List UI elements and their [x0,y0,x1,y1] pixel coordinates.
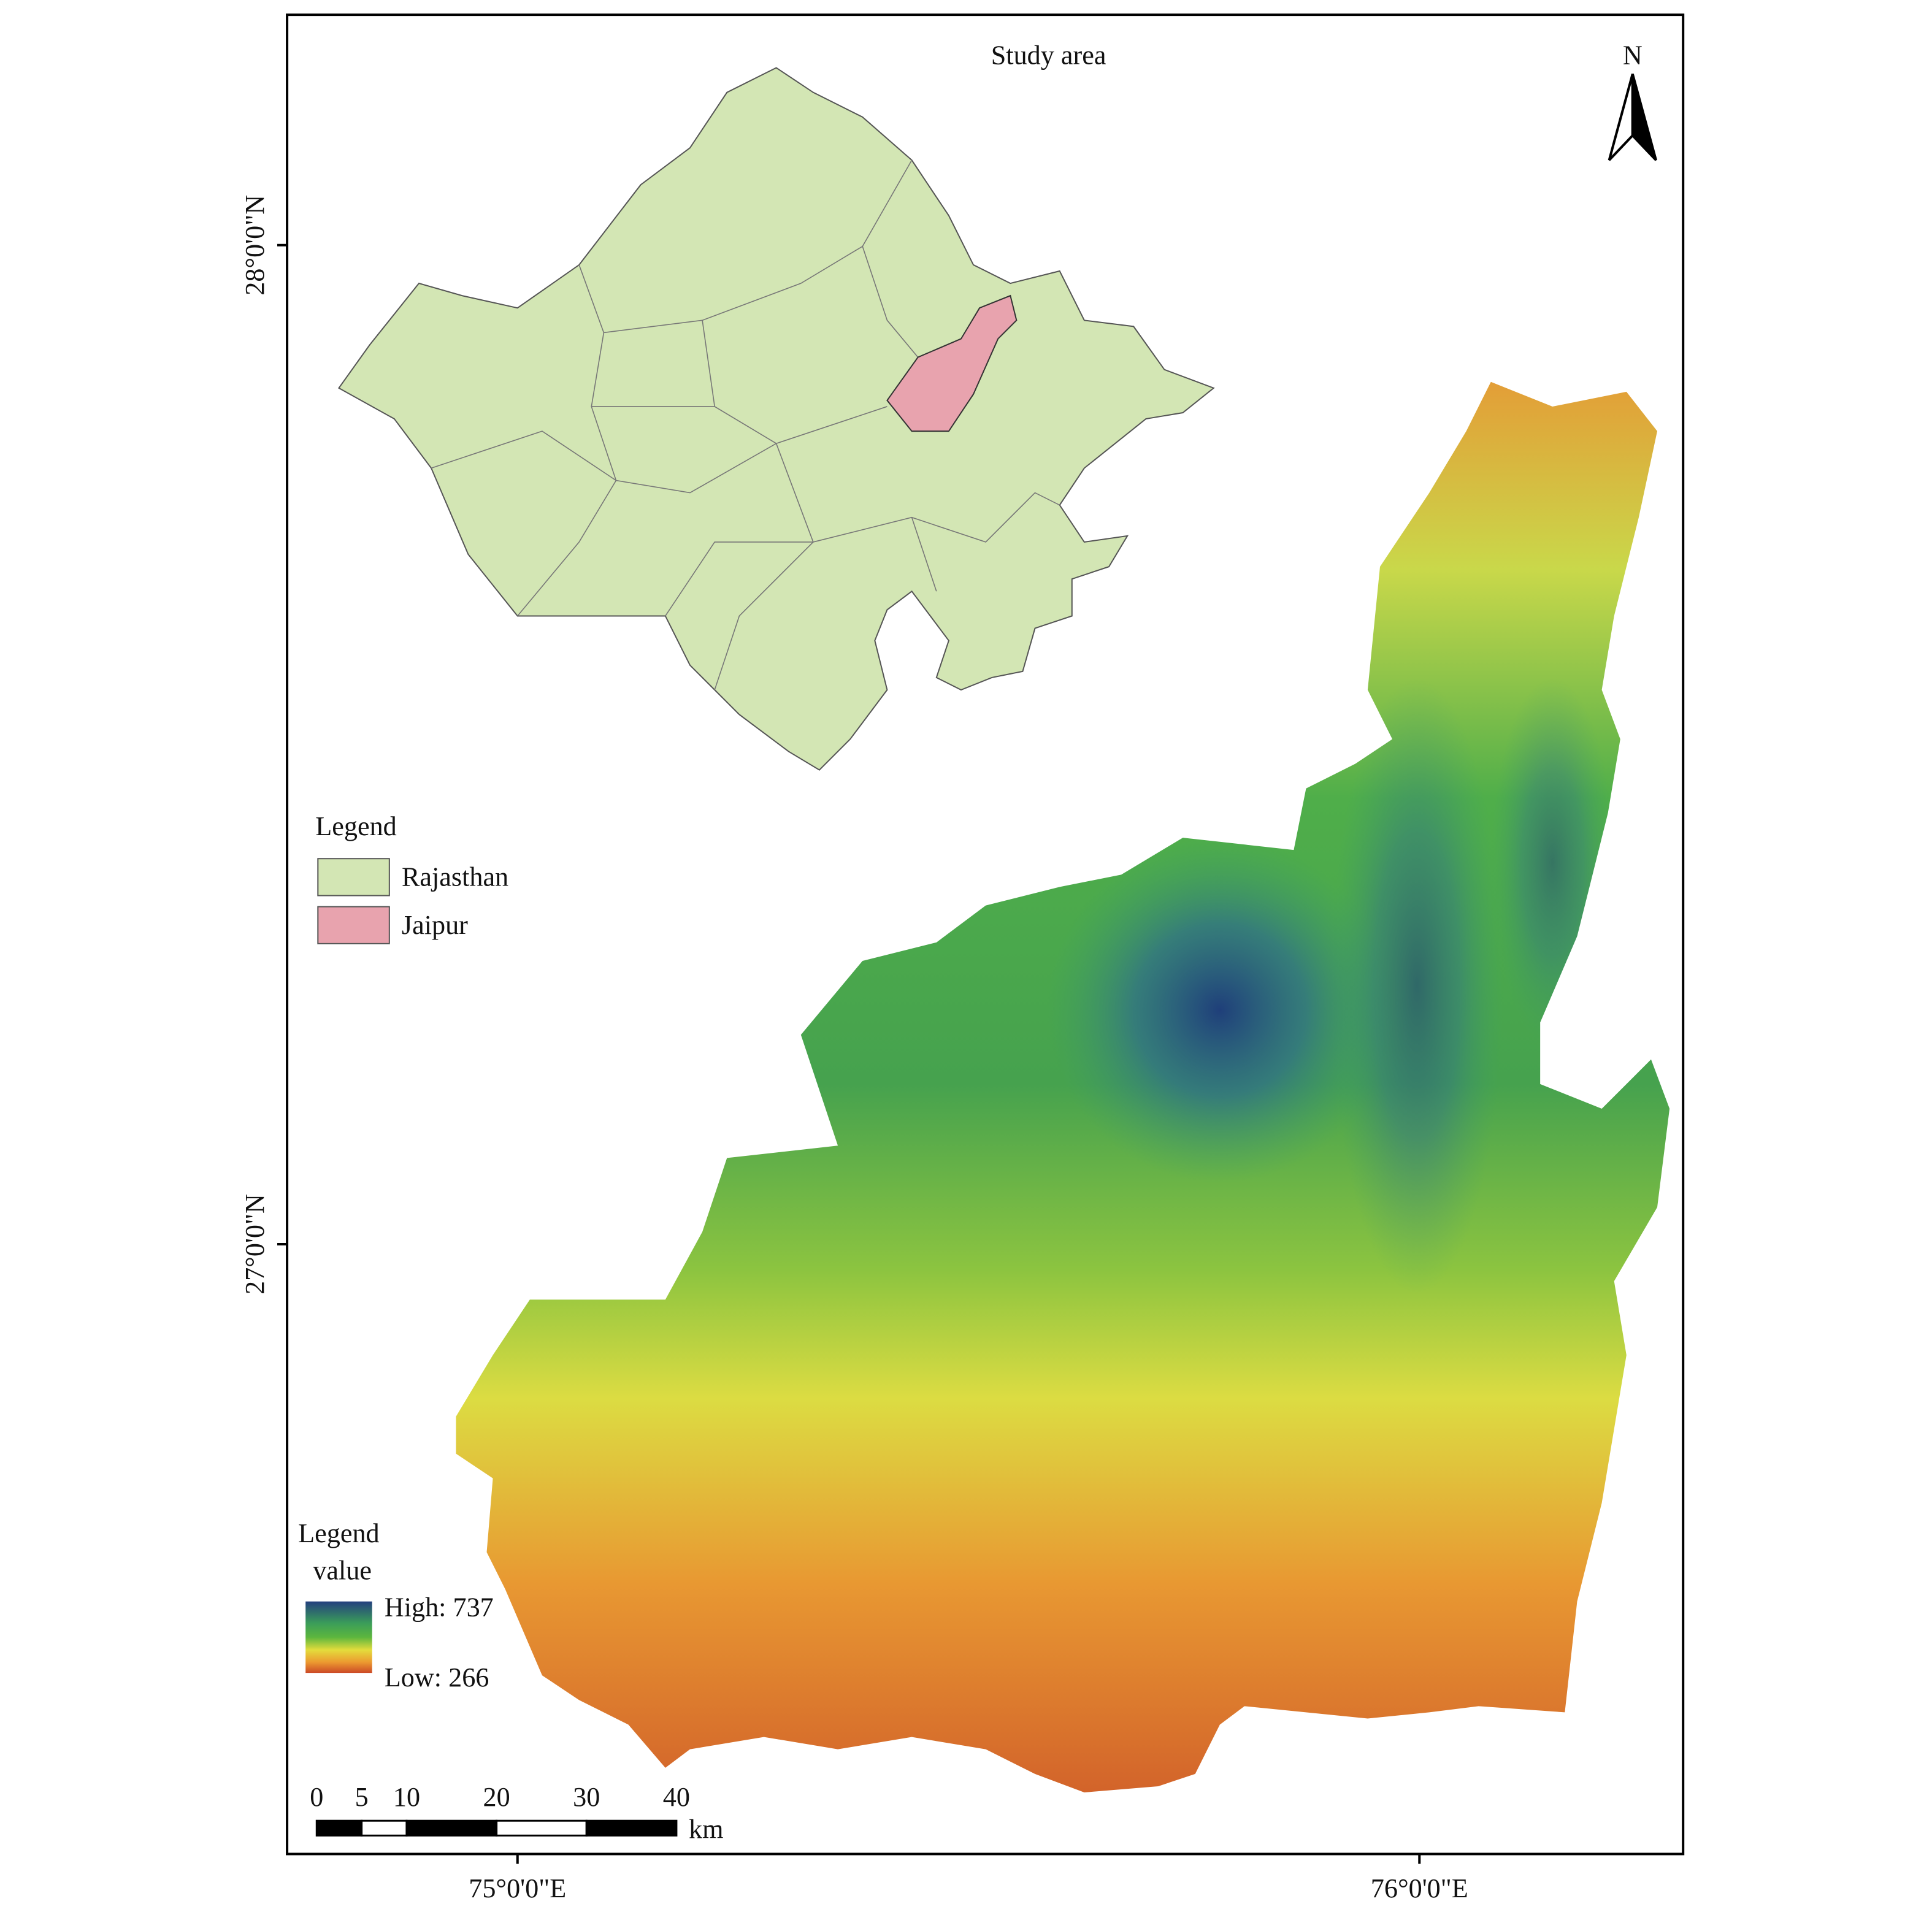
elevation-legend-title: Legend [298,1518,380,1548]
inset-legend-title: Legend [315,811,397,841]
longitude-label: 75°0'0"E [469,1873,566,1903]
scale-segment [405,1819,498,1837]
scale-segment [361,1819,408,1837]
scale-label: 5 [355,1782,369,1812]
scale-label: 30 [573,1782,600,1812]
scale-label: 20 [483,1782,510,1812]
elevation-ridge [1490,677,1614,1047]
elevation-high-label: High: 737 [385,1593,494,1623]
elevation-legend-subtitle: value [313,1555,372,1585]
legend-swatch [317,858,390,897]
map-frame [286,13,1685,1856]
latitude-label: 28°0'0"N [240,195,270,296]
elevation-ridge [1330,677,1503,1294]
scale-label: 0 [310,1782,323,1812]
north-arrow [1631,74,1657,161]
scale-label: 40 [663,1782,690,1812]
district-boundaries [431,159,1060,690]
jaipur-district [886,294,1018,432]
legend-label: Jaipur [402,910,468,940]
elevation-low-label: Low: 266 [385,1662,489,1692]
scale-unit: km [689,1814,723,1844]
rajasthan-outline [337,67,1215,771]
legend-swatch [317,906,390,944]
north-arrow [1608,74,1634,161]
north-label: N [1623,40,1643,70]
scale-segment [315,1819,363,1837]
legend-label: Rajasthan [402,862,508,892]
scale-segment [585,1819,678,1837]
elevation-high [1047,838,1393,1183]
longitude-label: 76°0'0"E [1371,1873,1468,1903]
scale-segment [496,1819,588,1837]
inset-title: Study area [991,40,1106,70]
latitude-label: 27°0'0"N [240,1194,270,1294]
scale-label: 10 [393,1782,420,1812]
elevation-ramp [305,1601,372,1673]
